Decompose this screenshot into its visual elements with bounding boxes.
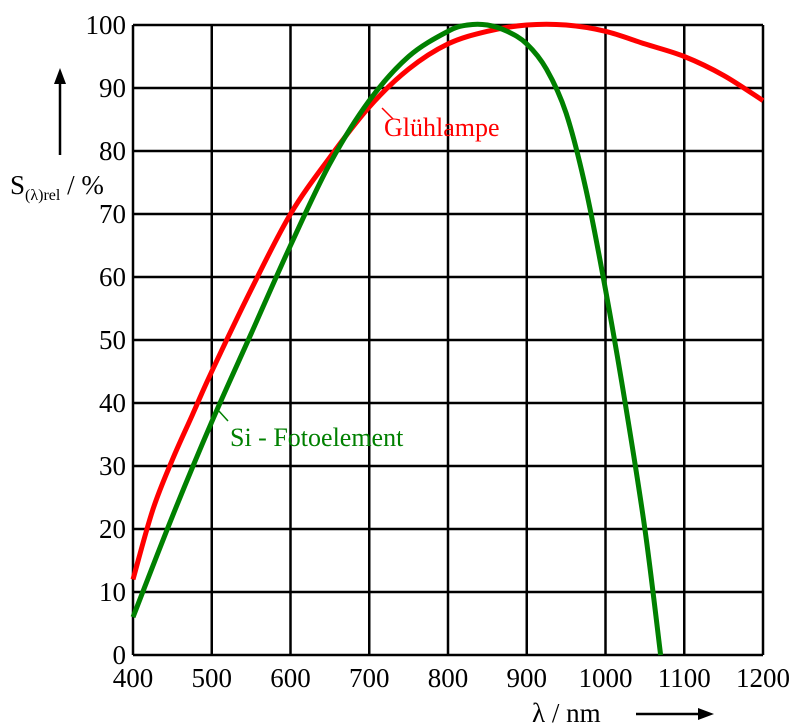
y-tick-label: 60 — [99, 262, 126, 292]
y-tick-label: 40 — [99, 388, 126, 418]
y-tick-label: 80 — [99, 136, 126, 166]
x-tick-label: 400 — [113, 663, 154, 693]
series-label-si-leader — [217, 409, 229, 422]
x-tick-label: 600 — [270, 663, 311, 693]
y-axis-label-group: S(λ)rel / % — [10, 68, 104, 204]
series-label-si-group: Si - Fotoelement — [217, 409, 404, 452]
x-axis-label: λ / nm — [532, 698, 601, 727]
x-tick-label: 500 — [192, 663, 233, 693]
y-tick-label: 10 — [99, 577, 126, 607]
y-axis-ticks: 0 10 20 30 40 50 60 70 80 90 100 — [86, 10, 127, 670]
series-lines — [130, 21, 765, 656]
x-tick-label: 700 — [349, 663, 390, 693]
y-axis-arrow-head — [54, 68, 66, 84]
x-tick-label: 1200 — [736, 663, 790, 693]
series-label-gluehlampe-group: Glühlampe — [381, 107, 500, 142]
series-label-si: Si - Fotoelement — [230, 423, 404, 452]
series-line-gluehlampe — [130, 21, 765, 581]
x-tick-label: 800 — [428, 663, 469, 693]
y-tick-label: 0 — [113, 640, 127, 670]
x-axis-ticks: 400 500 600 700 800 900 1000 1100 1200 — [113, 663, 790, 693]
series-label-gluehlampe-leader — [381, 107, 394, 120]
y-tick-label: 70 — [99, 199, 126, 229]
grid — [131, 23, 765, 657]
x-tick-label: 1000 — [579, 663, 633, 693]
x-tick-label: 1100 — [658, 663, 711, 693]
series-line-si-fotoelement — [130, 21, 664, 656]
x-tick-label: 900 — [507, 663, 548, 693]
series-label-gluehlampe: Glühlampe — [384, 113, 500, 142]
y-tick-label: 50 — [99, 325, 126, 355]
x-axis-label-group: λ / nm — [532, 698, 714, 727]
y-tick-label: 20 — [99, 514, 126, 544]
y-tick-label: 100 — [86, 10, 127, 40]
y-axis-label: S(λ)rel / % — [10, 170, 104, 204]
y-tick-label: 90 — [99, 73, 126, 103]
x-axis-arrow-head — [698, 708, 714, 720]
y-tick-label: 30 — [99, 451, 126, 481]
